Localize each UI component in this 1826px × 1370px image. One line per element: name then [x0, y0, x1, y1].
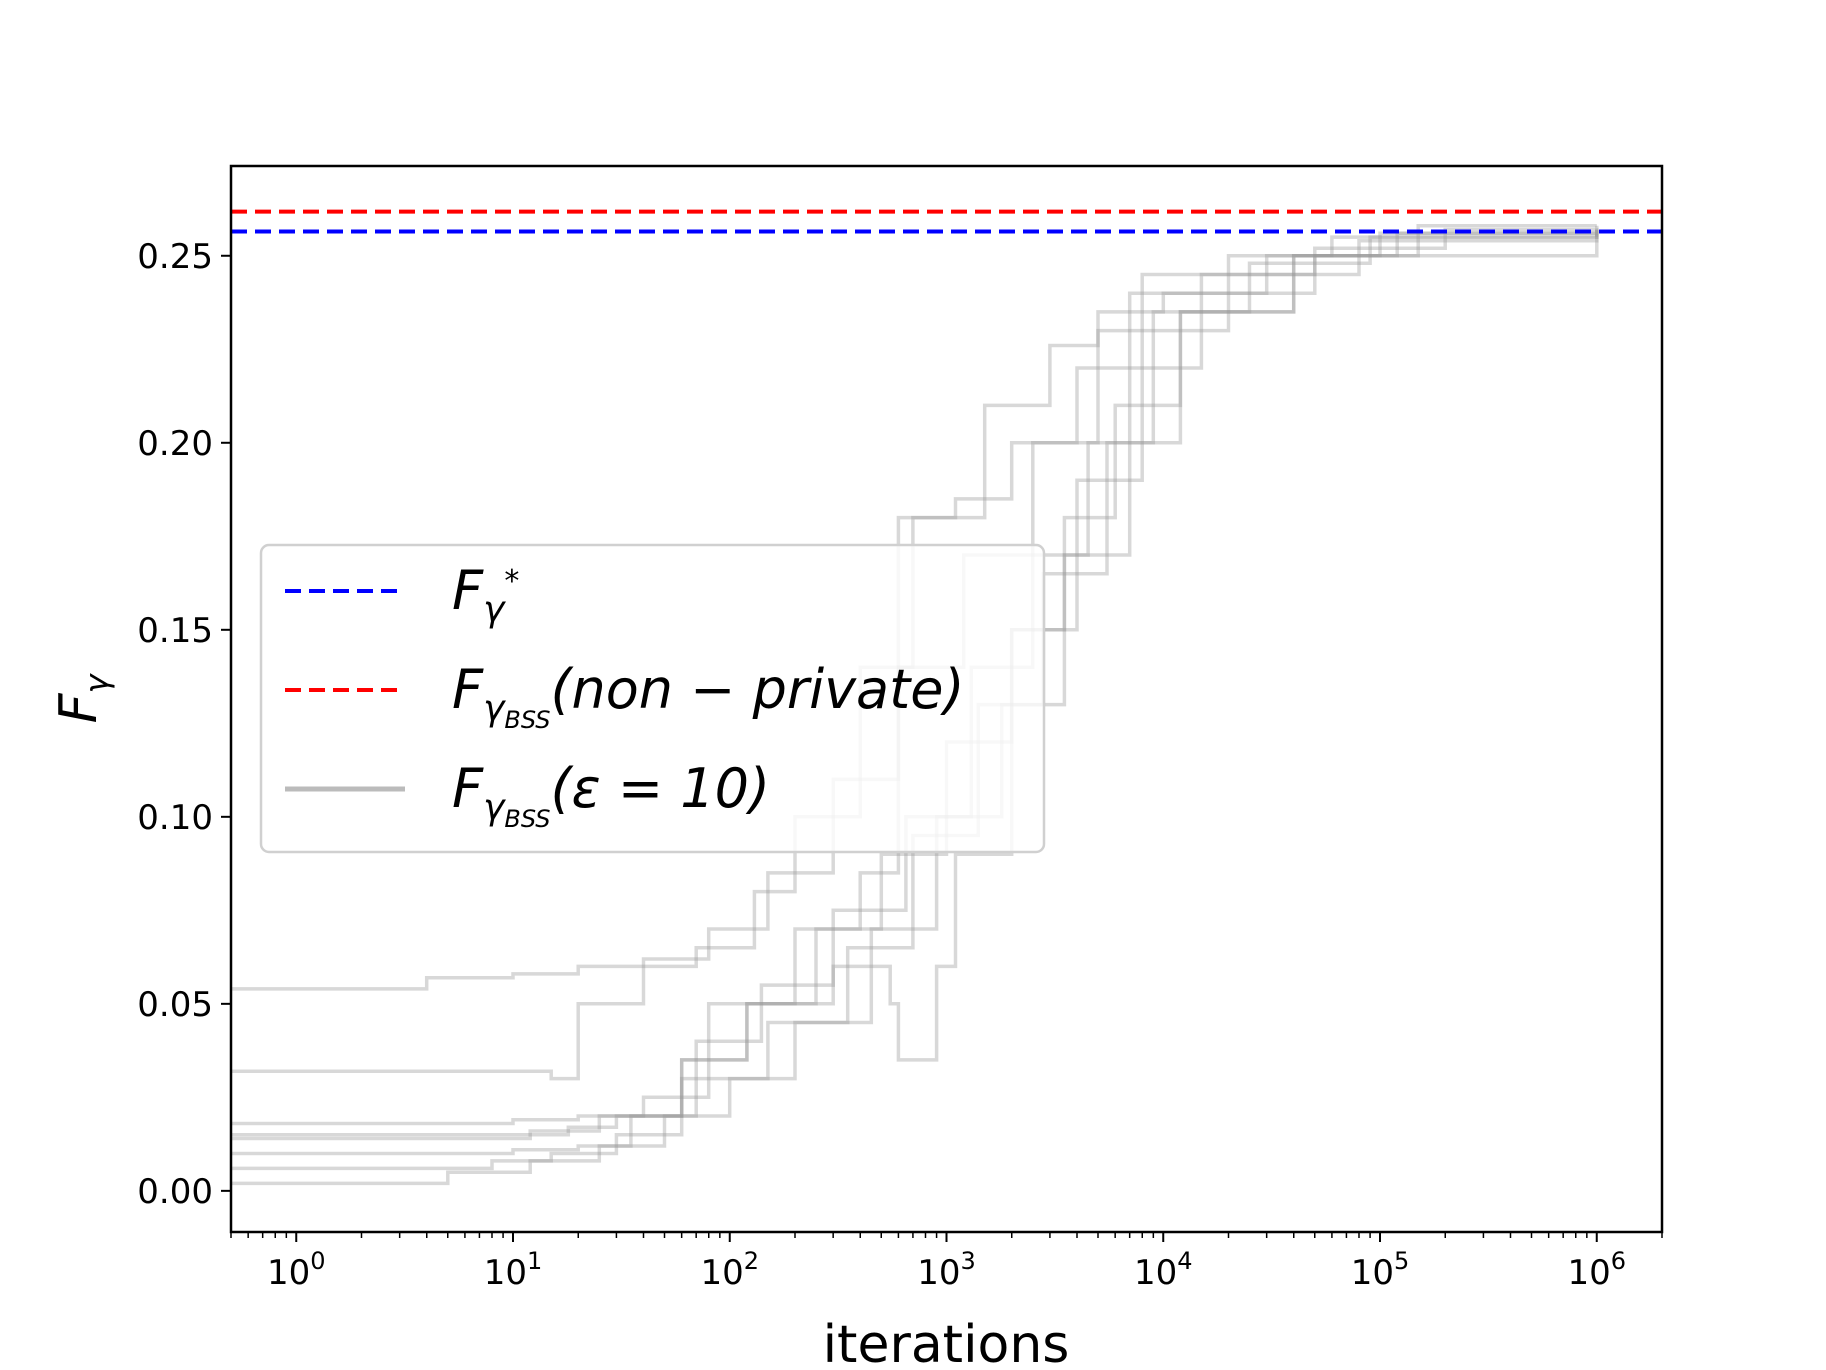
x-tick-label: 101: [484, 1247, 543, 1293]
x-axis-label: iterations: [823, 1315, 1070, 1370]
y-axis-label: Fγ: [49, 673, 116, 724]
legend: Fγ* FγBSS(non − private) FγBSS(ε = 10): [259, 543, 1046, 854]
x-tick-label: 105: [1351, 1247, 1410, 1293]
series-run-4: [231, 229, 1599, 1126]
x-tick-label: 106: [1567, 1247, 1626, 1293]
y-axis-ticks: 0.00 0.05 0.10 0.15 0.20 0.25: [137, 237, 231, 1212]
y-tick-label: 0.15: [137, 611, 213, 651]
legend-box: [259, 543, 1046, 854]
x-axis-ticks: 100 101 102 103 104 105 106: [230, 1232, 1663, 1293]
series-run-7: [231, 233, 1599, 1186]
series-run-3: [231, 231, 1599, 1141]
legend-label: FγBSS(ε = 10): [452, 757, 770, 833]
series-layer: [231, 224, 1599, 1186]
x-tick-label: 104: [1134, 1247, 1193, 1293]
legend-label: Fγ*: [452, 559, 519, 630]
y-tick-label: 0.20: [137, 424, 213, 464]
legend-label: FγBSS(non − private): [452, 658, 965, 734]
series-run-5: [231, 225, 1599, 1156]
series-run-6: [231, 229, 1599, 1171]
x-tick-label: 100: [267, 1247, 326, 1293]
x-tick-label: 102: [700, 1247, 759, 1293]
y-tick-label: 0.05: [137, 985, 213, 1025]
y-tick-label: 0.00: [137, 1172, 213, 1212]
y-tick-label: 0.25: [137, 237, 213, 277]
y-tick-label: 0.10: [137, 798, 213, 838]
x-tick-label: 103: [917, 1247, 976, 1293]
